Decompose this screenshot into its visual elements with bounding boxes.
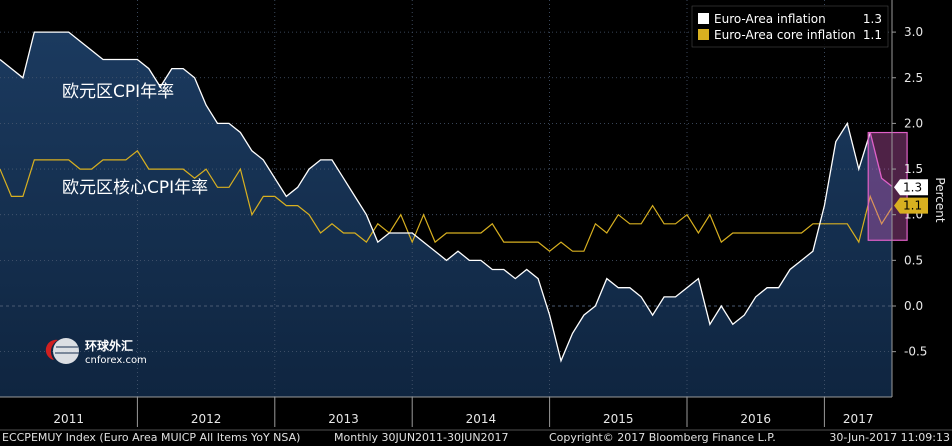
y-axis-label: Percent	[933, 177, 947, 222]
legend-label-headline: Euro-Area inflation	[714, 12, 826, 26]
y-tick-label: 2.5	[904, 71, 923, 85]
last-value-headline: 1.3	[903, 180, 922, 194]
footer-copyright: Copyright© 2017 Bloomberg Finance L.P.	[549, 431, 776, 444]
x-year-label: 2012	[191, 412, 222, 426]
annotation-core-cpi: 欧元区核心CPI年率	[62, 178, 208, 198]
x-axis-band	[0, 397, 952, 429]
series-line-headline-highlight	[869, 132, 892, 188]
watermark: 环球外汇 cnforex.com	[45, 338, 147, 366]
x-year-label: 2017	[843, 412, 874, 426]
legend-swatch-headline	[698, 13, 709, 24]
footer-ticker: ECCPEMUY Index (Euro Area MUICP All Item…	[2, 431, 300, 444]
last-value-tag-core: 1.1	[894, 197, 928, 214]
y-tick-label: 3.0	[904, 25, 923, 39]
footer-timestamp: 30-Jun-2017 11:09:13	[829, 431, 950, 444]
y-tick-layer: 3.02.52.01.51.00.50.0-0.5	[892, 25, 927, 359]
legend-value-core: 1.1	[863, 28, 882, 42]
legend: Euro-Area inflation 1.3 Euro-Area core i…	[691, 5, 889, 48]
line-layer	[0, 31, 892, 363]
footer-period: Monthly 30JUN2011-30JUN2017	[334, 431, 509, 444]
x-year-label: 2014	[466, 412, 497, 426]
y-tick-label: 0.5	[904, 253, 923, 267]
y-tick-label: 0.0	[904, 299, 923, 313]
legend-value-headline: 1.3	[863, 12, 882, 26]
legend-label-core: Euro-Area core inflation	[714, 28, 856, 42]
watermark-globe-icon	[53, 338, 79, 364]
x-axis-layer: 2011 2012 2013 2014 2015 2016 2017	[0, 397, 952, 431]
x-year-label: 2011	[53, 412, 84, 426]
series-line-core	[0, 149, 892, 252]
watermark-en: cnforex.com	[85, 355, 147, 366]
last-value-core: 1.1	[903, 199, 922, 213]
series-line-headline	[0, 31, 871, 363]
watermark-cn: 环球外汇	[85, 338, 133, 353]
y-tick-label: -0.5	[904, 345, 927, 359]
last-value-tag-headline: 1.3	[894, 179, 928, 196]
x-year-label: 2015	[603, 412, 634, 426]
annotation-cpi: 欧元区CPI年率	[62, 82, 174, 102]
y-tick-label: 1.5	[904, 162, 923, 176]
legend-swatch-core	[698, 29, 709, 40]
x-year-label: 2016	[740, 412, 771, 426]
x-year-label: 2013	[328, 412, 359, 426]
y-tick-label: 2.0	[904, 116, 923, 130]
